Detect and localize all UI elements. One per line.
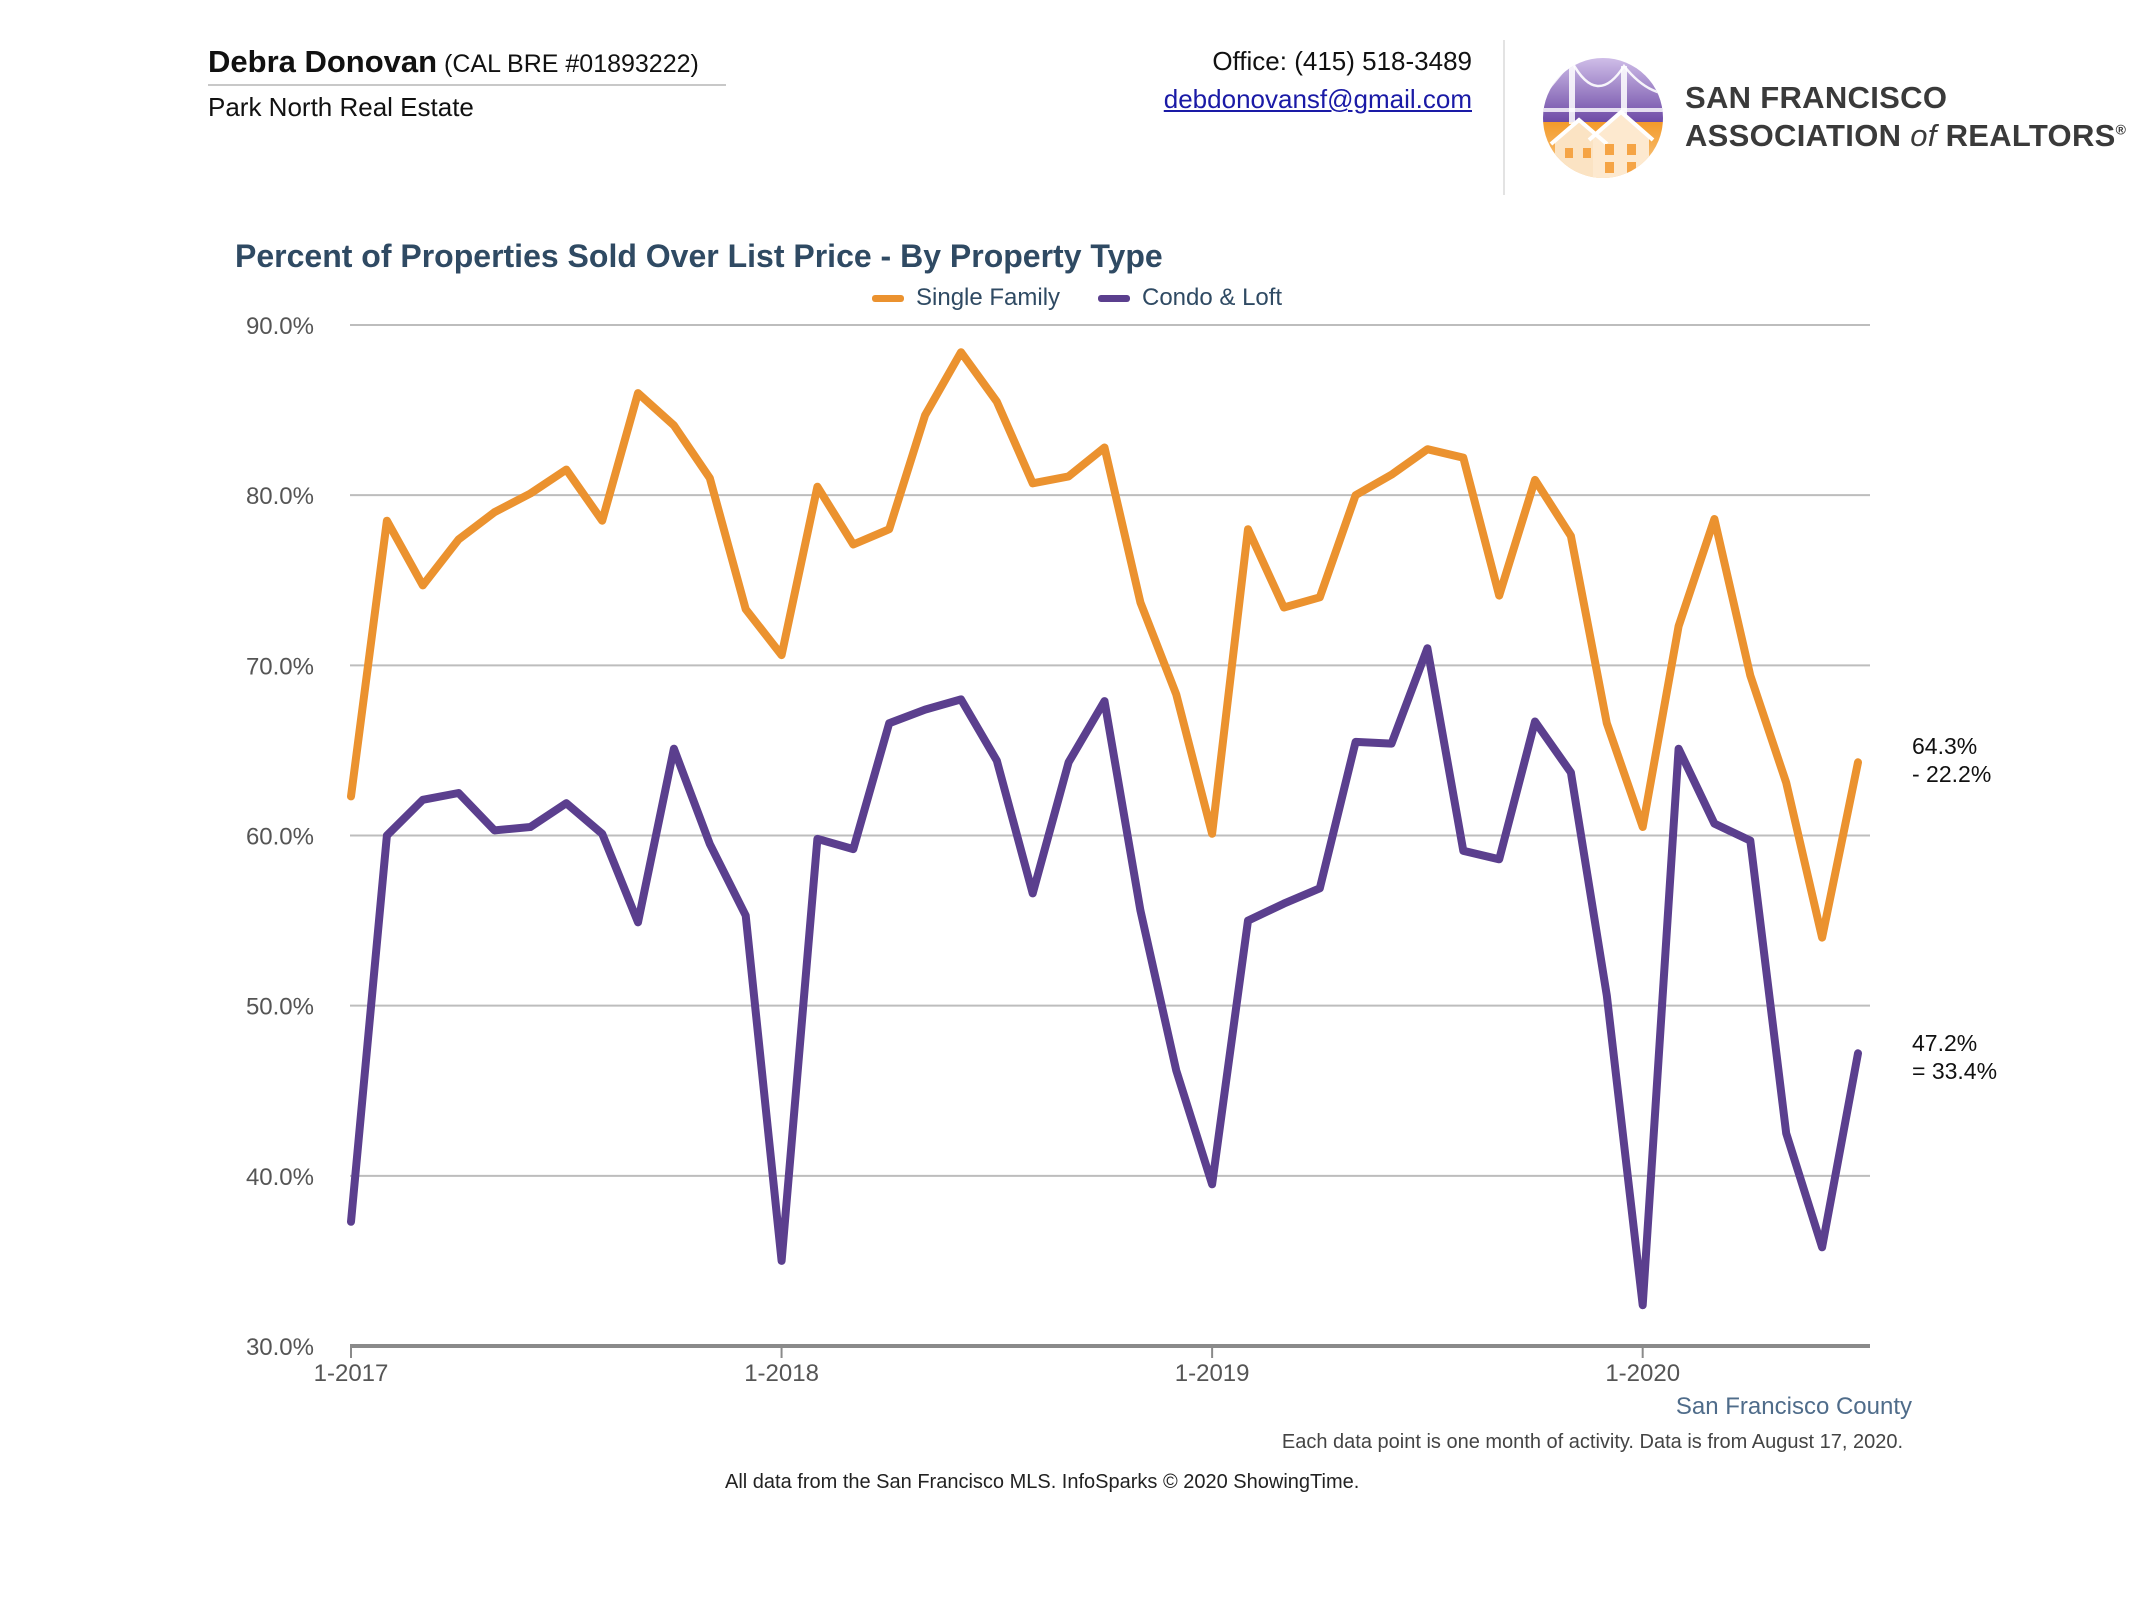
agent-company: Park North Real Estate [208, 92, 474, 122]
y-tick-label: 50.0% [246, 994, 314, 1021]
x-tick-label: 1-2019 [1175, 1360, 1250, 1387]
x-tick-label: 1-2020 [1605, 1360, 1680, 1387]
y-tick-label: 80.0% [246, 483, 314, 510]
y-tick-label: 40.0% [246, 1164, 314, 1191]
agent-name: Debra Donovan (CAL BRE #01893222) [208, 44, 699, 80]
legend-label-single-family: Single Family [916, 284, 1061, 311]
header-divider [1503, 40, 1505, 195]
chart-title: Percent of Properties Sold Over List Pri… [235, 238, 1163, 274]
x-tick-label: 1-2017 [314, 1360, 389, 1387]
agent-name-text: Debra Donovan [208, 44, 438, 79]
end-label-condo-loft: 47.2% = 33.4% [1912, 1029, 1997, 1085]
end-label-condo-loft-change: = 33.4% [1912, 1058, 1998, 1084]
legend-label-condo-loft: Condo & Loft [1142, 284, 1283, 311]
footnote: Each data point is one month of activity… [1281, 1431, 1903, 1453]
x-tick-label: 1-2018 [744, 1360, 819, 1387]
logo-text-line2: ASSOCIATION of REALTORS® [1685, 118, 2126, 154]
agent-license: (CAL BRE #01893222) [437, 50, 699, 78]
y-tick-label: 30.0% [246, 1334, 314, 1361]
legend-swatch-condo-loft [1098, 294, 1130, 302]
region-label: San Francisco County [1675, 1393, 1912, 1420]
legend-item-condo-loft: Condo & Loft [1098, 284, 1282, 312]
end-label-single-family-value: 64.3% [1912, 733, 1978, 759]
y-tick-label: 90.0% [246, 313, 314, 340]
golden-gate-house-logo-icon [1543, 58, 1663, 178]
series-line-condo-loft [347, 644, 1862, 1310]
logo-text-realtors: REALTORS [1936, 118, 2116, 153]
y-tick-label: 70.0% [246, 653, 314, 680]
office-phone: Office: (415) 518-3489 [1212, 46, 1472, 76]
legend-item-single-family: Single Family [872, 284, 1060, 312]
logo-text-association: ASSOCIATION [1685, 118, 1911, 153]
source-note: All data from the San Francisco MLS. Inf… [725, 1471, 1360, 1493]
series-line-single-family [347, 348, 1862, 942]
agent-underline-divider [208, 84, 726, 86]
logo-text-line1: SAN FRANCISCO [1685, 80, 1948, 115]
logo-text-of: of [1910, 118, 1937, 153]
end-label-single-family: 64.3% - 22.2% [1912, 732, 1991, 788]
legend-swatch-single-family [872, 294, 904, 302]
email-link[interactable]: debdonovansf@gmail.com [1163, 84, 1472, 114]
registered-mark: ® [2115, 121, 2127, 138]
end-label-single-family-change: - 22.2% [1912, 761, 1992, 787]
end-label-condo-loft-value: 47.2% [1912, 1030, 1978, 1056]
y-tick-label: 60.0% [246, 824, 314, 851]
